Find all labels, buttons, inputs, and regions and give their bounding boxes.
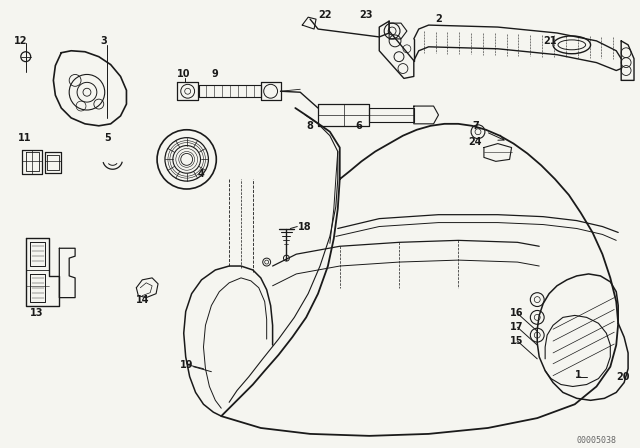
Text: 17: 17 (509, 322, 523, 332)
Text: 23: 23 (360, 10, 373, 20)
Text: 8: 8 (306, 121, 313, 131)
Text: 22: 22 (318, 10, 332, 20)
Text: 7: 7 (472, 121, 479, 131)
Text: 5: 5 (105, 133, 111, 142)
Text: 6: 6 (356, 121, 362, 131)
Text: 15: 15 (509, 336, 523, 346)
Text: 00005038: 00005038 (577, 436, 617, 445)
Text: 14: 14 (136, 295, 150, 305)
Text: 11: 11 (18, 133, 31, 142)
Text: 1: 1 (575, 370, 582, 379)
Text: 24: 24 (468, 137, 482, 146)
Text: 19: 19 (180, 360, 193, 370)
Text: 9: 9 (211, 69, 218, 79)
Text: 18: 18 (298, 221, 312, 232)
Text: 10: 10 (177, 69, 190, 79)
Text: 21: 21 (543, 36, 557, 46)
Text: 4: 4 (198, 169, 204, 179)
Text: 3: 3 (100, 36, 108, 46)
Text: 20: 20 (616, 372, 630, 382)
Text: 13: 13 (29, 308, 43, 319)
Text: 12: 12 (14, 36, 28, 46)
Text: 2: 2 (436, 14, 442, 24)
Text: 16: 16 (509, 308, 523, 319)
